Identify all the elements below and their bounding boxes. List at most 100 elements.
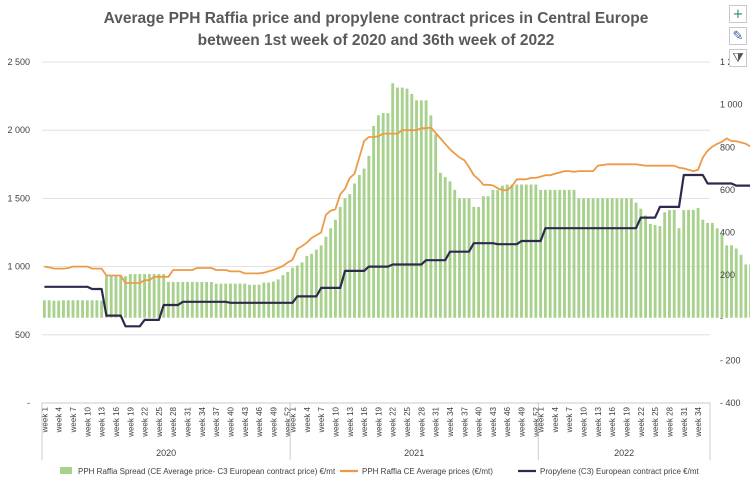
spread-bar (400, 87, 404, 318)
legend-label: Propylene (C3) European contract price €… (540, 467, 700, 476)
week-tick-label: week 16 (608, 406, 617, 437)
spread-bar (376, 115, 380, 318)
spread-bar (252, 284, 256, 318)
week-tick-label: week 10 (331, 406, 340, 437)
week-tick-label: week 19 (374, 406, 383, 437)
spread-bar (348, 194, 352, 318)
spread-bar (42, 300, 46, 318)
spread-bar (162, 274, 166, 318)
week-tick-label: week 28 (417, 406, 426, 437)
spread-bar (515, 184, 519, 318)
spread-bar (567, 189, 571, 318)
week-tick-label: week 49 (518, 406, 527, 437)
week-tick-label: week 25 (651, 406, 660, 437)
year-label: 2022 (614, 448, 634, 458)
week-tick-label: week 4 (55, 406, 64, 433)
week-tick-label: week 25 (155, 406, 164, 437)
spread-bar (396, 87, 399, 318)
gridlines (42, 61, 710, 404)
spread-bar (405, 88, 409, 318)
year-label: 2020 (156, 448, 176, 458)
spread-bar (305, 255, 309, 318)
legend: PPH Raffia Spread (CE Average price- C3 … (60, 467, 700, 476)
right-axis-tick-label: 200 (720, 270, 735, 280)
spread-bar (47, 300, 51, 318)
price-lines (44, 126, 750, 328)
propylene-price-line (44, 173, 750, 328)
week-tick-label: week 34 (694, 406, 703, 437)
spread-bar (124, 276, 127, 318)
right-axis-tick-label: - 400 (720, 398, 741, 408)
chart-filters-button[interactable]: ⧩ (729, 49, 747, 67)
spread-bar (663, 212, 667, 318)
spread-bar (62, 300, 65, 318)
spread-bar (343, 198, 347, 318)
spread-bar (353, 183, 356, 318)
spread-bar (90, 300, 94, 318)
left-axis-tick-label: 1 000 (7, 262, 30, 272)
week-tick-label: week 49 (269, 406, 278, 437)
spread-bar (76, 300, 80, 318)
spread-bar (744, 264, 748, 318)
spread-bar (419, 100, 423, 318)
spread-bar (577, 198, 581, 318)
week-tick-label: week 22 (637, 406, 646, 437)
spread-bar (682, 210, 686, 318)
spread-bar (491, 189, 495, 318)
week-tick-label: week 10 (83, 406, 92, 437)
spread-bar (104, 276, 108, 318)
spread-bar (501, 185, 504, 318)
spread-bar (334, 219, 337, 318)
right-axis-tick-label: - (720, 313, 723, 323)
spread-bar (295, 265, 299, 318)
spread-bar (95, 300, 99, 318)
week-tick-label: week 1 (40, 406, 49, 433)
week-tick-label: week 31 (184, 406, 193, 437)
chart-title-line-2: between 1st week of 2020 and 36th week o… (198, 32, 555, 49)
spread-bar (668, 210, 671, 318)
week-tick-label: week 13 (98, 406, 107, 437)
spread-bar (381, 113, 385, 318)
x-axis-labels: week 1 week 4 week 7 week 10 week 13 week 16 w… (40, 402, 711, 460)
spread-bar (176, 281, 180, 318)
week-tick-label: week 52 (284, 406, 293, 437)
spread-bar (410, 93, 414, 318)
spread-bar (543, 189, 547, 318)
spread-bar (730, 245, 733, 318)
week-tick-label: week 13 (346, 406, 355, 437)
right-axis-tick-label: 1 000 (720, 100, 743, 110)
week-tick-label: week 10 (580, 406, 589, 437)
spread-bar (248, 284, 251, 318)
spread-bar (147, 274, 151, 318)
spread-bar (582, 198, 585, 318)
chart-elements-button[interactable]: + (729, 5, 747, 23)
raffia-price-line (44, 126, 750, 284)
spread-bar (109, 276, 113, 318)
spread-bar (739, 254, 743, 318)
spread-bar (524, 184, 528, 318)
spread-bar (372, 125, 376, 318)
spread-bar (472, 206, 476, 318)
spread-bar (157, 274, 161, 318)
week-tick-label: week 40 (227, 406, 236, 437)
spread-bar (648, 223, 652, 318)
spread-bar (605, 198, 609, 318)
spread-bar (267, 282, 271, 318)
spread-bar (510, 184, 514, 318)
chart-styles-button[interactable]: ✎ (729, 27, 747, 45)
spread-bar (338, 206, 342, 318)
week-tick-label: week 46 (255, 406, 264, 437)
spread-bar (424, 100, 428, 318)
spread-bar (133, 274, 137, 318)
spread-bar (706, 222, 710, 318)
right-axis-tick-label: 800 (720, 142, 735, 152)
spread-bar (610, 198, 614, 318)
week-tick-label: week 34 (198, 406, 207, 437)
right-axis-tick-label: 400 (720, 228, 735, 238)
spread-bar (620, 198, 624, 318)
spread-bar (152, 274, 156, 318)
spread-bar (205, 281, 209, 318)
spread-bar (367, 155, 371, 318)
week-tick-label: week 37 (460, 406, 469, 437)
